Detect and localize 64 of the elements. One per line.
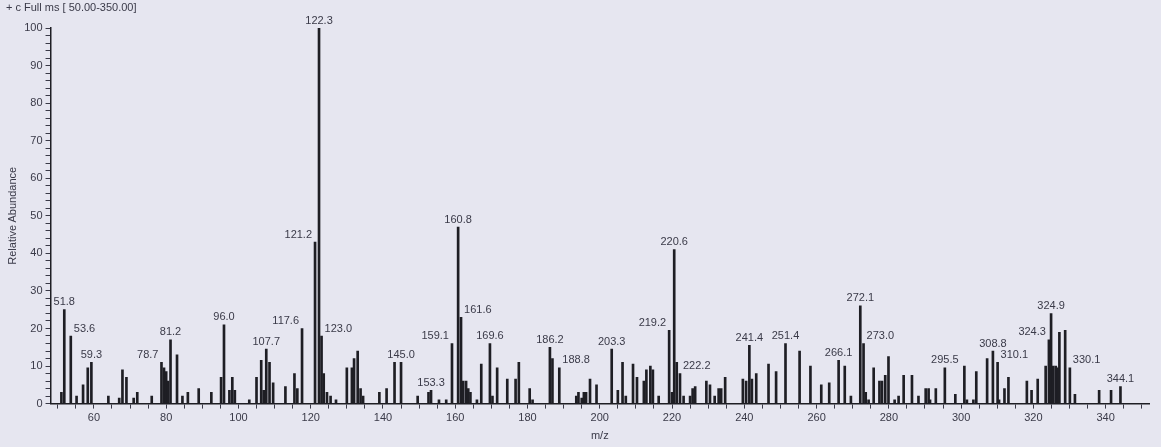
y-tick-label: 40	[30, 246, 43, 259]
annotation: 266.1	[824, 345, 853, 358]
annotation: 330.1	[1072, 353, 1101, 366]
text: + c Full ms [ 50.00-350.00]	[6, 0, 137, 13]
annotation: 188.8	[562, 353, 590, 366]
annotation: 222.2	[682, 359, 711, 372]
annotation: 273.0	[866, 329, 895, 342]
annotation: 51.8	[53, 295, 75, 308]
annotation: 145.0	[387, 347, 415, 360]
annotation: 241.4	[735, 330, 764, 343]
y-tick-label: 10	[30, 359, 43, 372]
x-tick-label: 240	[735, 411, 754, 424]
x-tick-label: 220	[662, 411, 682, 424]
y-tick-label: 0	[36, 396, 43, 409]
annotation: 251.4	[771, 329, 800, 342]
annotation: 169.6	[476, 329, 504, 342]
x-tick-label: 140	[373, 411, 393, 424]
annotation: 272.1	[846, 291, 875, 304]
annotation: 295.5	[931, 353, 959, 366]
y-tick-label: 100	[24, 21, 43, 34]
y-tick-label: 60	[30, 171, 43, 184]
annotation: 186.2	[536, 332, 564, 345]
x-tick-label: 160	[446, 411, 465, 424]
y-tick-label: 20	[30, 321, 43, 334]
annotation: 153.3	[417, 375, 445, 388]
annotation: 107.7	[252, 334, 281, 347]
x-tick-label: 340	[1096, 411, 1115, 424]
x-tick-label: 120	[301, 411, 320, 424]
annotation: 96.0	[213, 310, 235, 323]
annotation: 310.1	[1000, 347, 1029, 360]
annotation: 220.6	[660, 235, 688, 248]
x-tick-label: 260	[807, 411, 826, 424]
annotation: 78.7	[137, 347, 159, 360]
x-tick-label: 60	[87, 411, 101, 424]
y-tick-label: 70	[30, 133, 43, 146]
annotation: 308.8	[979, 336, 1007, 349]
y-tick-label: 80	[30, 96, 43, 109]
annotation: 219.2	[638, 315, 667, 328]
annotation: 121.2	[284, 227, 313, 240]
y-tick-label: 50	[30, 208, 43, 221]
x-axis-title: m/z	[590, 429, 609, 442]
x-tick-label: 100	[229, 411, 248, 424]
x-tick-label: 320	[1024, 411, 1043, 424]
x-tick-label: 280	[879, 411, 899, 424]
y-axis-title: Relative Abundance	[5, 166, 18, 265]
annotation: 123.0	[324, 321, 353, 334]
annotation: 203.3	[597, 334, 626, 347]
annotation: 161.6	[464, 302, 492, 315]
annotation: 324.3	[1018, 325, 1046, 338]
x-tick-label: 180	[518, 411, 537, 424]
annotation: 117.6	[272, 314, 300, 327]
annotation: 160.8	[444, 212, 472, 225]
annotation: 59.3	[80, 347, 103, 360]
annotation: 122.3	[305, 13, 333, 26]
y-tick-label: 90	[30, 58, 43, 71]
x-tick-label: 200	[590, 411, 609, 424]
annotation: 81.2	[159, 325, 182, 338]
y-tick-label: 30	[30, 283, 43, 296]
x-tick-label: 300	[951, 411, 971, 424]
annotation: 53.6	[73, 321, 96, 334]
annotation: 324.9	[1037, 298, 1065, 311]
annotation: 159.1	[421, 329, 449, 342]
annotation: 344.1	[1106, 372, 1135, 385]
x-tick-label: 80	[160, 411, 173, 424]
